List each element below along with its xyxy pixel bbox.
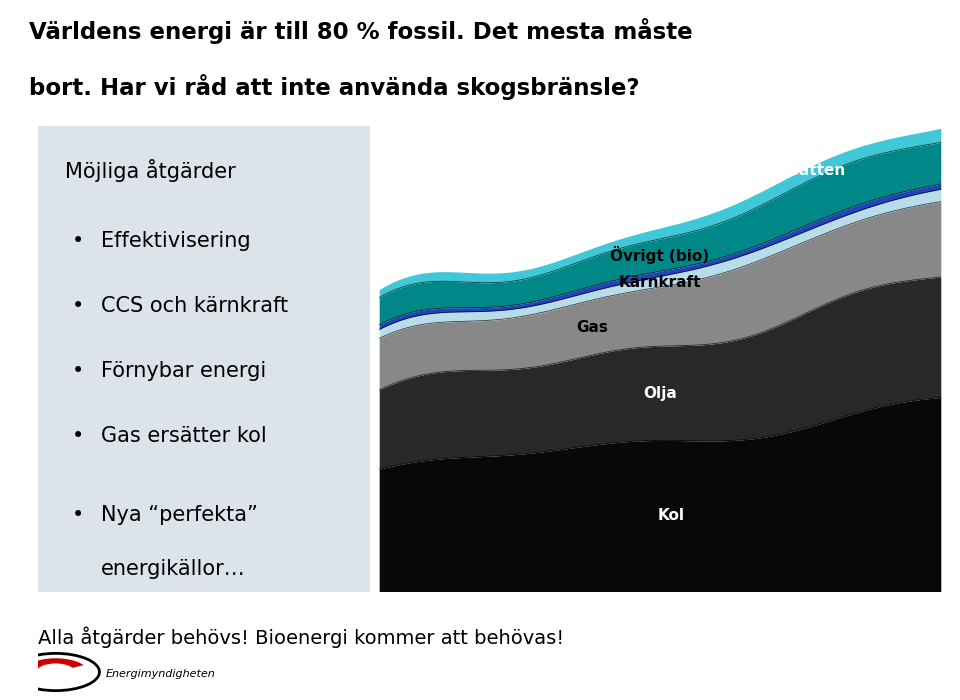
Wedge shape	[23, 658, 84, 677]
Text: CCS och kärnkraft: CCS och kärnkraft	[102, 296, 288, 316]
Text: Kol: Kol	[658, 508, 684, 524]
Text: Möjliga åtgärder: Möjliga åtgärder	[65, 159, 235, 181]
Text: Effektivisering: Effektivisering	[102, 231, 251, 251]
Text: •: •	[71, 505, 84, 526]
Text: Energimyndigheten: Energimyndigheten	[106, 669, 215, 680]
Circle shape	[37, 664, 74, 680]
Text: Kärnkraft: Kärnkraft	[619, 274, 701, 290]
Text: bort. Har vi råd att inte använda skogsbränsle?: bort. Har vi råd att inte använda skogsb…	[29, 74, 639, 99]
Text: Gas: Gas	[577, 321, 609, 335]
Text: Vatten: Vatten	[788, 162, 846, 178]
Text: •: •	[71, 296, 84, 316]
Text: energikällor…: energikällor…	[102, 559, 246, 579]
Text: •: •	[71, 426, 84, 446]
Text: •: •	[71, 361, 84, 381]
Text: Gas ersätter kol: Gas ersätter kol	[102, 426, 267, 446]
Text: Olja: Olja	[643, 386, 677, 401]
Text: Världens energi är till 80 % fossil. Det mesta måste: Världens energi är till 80 % fossil. Det…	[29, 18, 692, 43]
Text: Alla åtgärder behövs! Bioenergi kommer att behövas!: Alla åtgärder behövs! Bioenergi kommer a…	[38, 626, 564, 648]
Text: Nya “perfekta”: Nya “perfekta”	[102, 505, 258, 526]
Text: Förnybar energi: Förnybar energi	[102, 361, 267, 381]
Text: Övrigt (bio): Övrigt (bio)	[611, 246, 709, 265]
Text: •: •	[71, 231, 84, 251]
